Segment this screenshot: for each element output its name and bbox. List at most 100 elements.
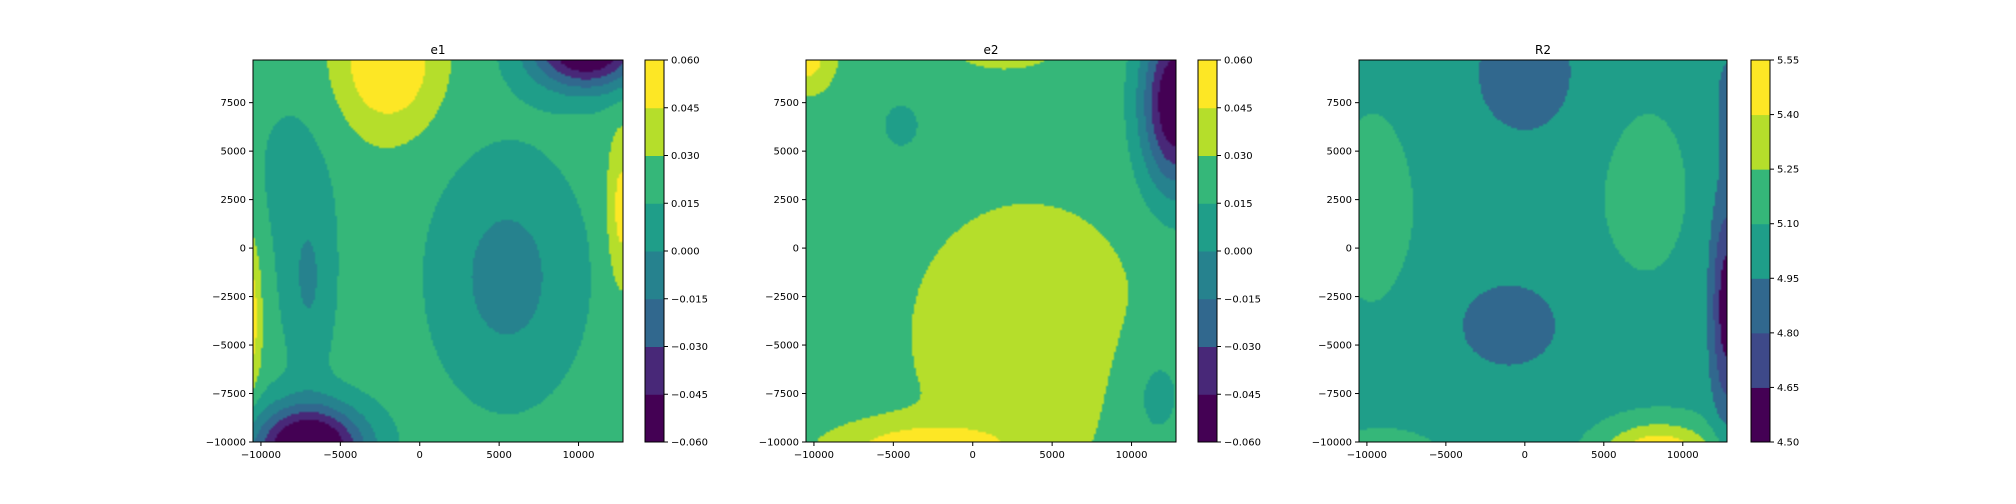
colorbar-frame	[1750, 59, 1771, 443]
colorbar-band	[1751, 60, 1770, 116]
colorbar-tick-label: 0.000	[1224, 247, 1253, 258]
y-tick-label: −7500	[765, 389, 799, 400]
colorbar-band	[1198, 251, 1217, 300]
colorbar-band	[1751, 387, 1770, 443]
x-tick-label: 0	[970, 450, 976, 461]
x-tick-label: 10000	[1667, 450, 1699, 461]
chart-title: e1	[430, 43, 445, 57]
colorbar-tick-label: 0.060	[1224, 56, 1253, 67]
x-tick-label: −10000	[241, 450, 281, 461]
y-tick-label: −10000	[759, 438, 799, 449]
contour-fill	[253, 60, 623, 442]
x-tick-label: 0	[417, 450, 423, 461]
colorbar-tick-label: 4.65	[1777, 383, 1799, 394]
colorbar-tick-label: 0.030	[1224, 151, 1253, 162]
axes-frame	[1358, 59, 1728, 443]
x-tick-label: −10000	[794, 450, 834, 461]
colorbar-band	[1751, 114, 1770, 170]
y-tick-label: −10000	[206, 438, 246, 449]
colorbar-tick-label: −0.060	[1224, 438, 1261, 449]
colorbar-tick-label: 0.045	[1224, 103, 1253, 114]
y-tick-label: 5000	[774, 147, 799, 158]
x-tick-label: 5000	[1039, 450, 1064, 461]
colorbar-tick-label: −0.045	[1224, 390, 1261, 401]
colorbar-tick-label: −0.030	[1224, 342, 1261, 353]
colorbar-band	[645, 155, 664, 204]
contour-fill	[1359, 60, 1727, 442]
y-tick-label: −7500	[1318, 389, 1352, 400]
chart-title: R2	[1535, 43, 1551, 57]
colorbar-band	[1198, 394, 1217, 443]
colorbar-band	[1751, 169, 1770, 225]
colorbar-tick-label: −0.045	[671, 390, 708, 401]
colorbar-tick-label: 0.045	[671, 103, 700, 114]
x-tick-label: −10000	[1347, 450, 1387, 461]
colorbar-tick-label: 0.060	[671, 56, 700, 67]
colorbar-band	[645, 298, 664, 347]
x-tick-label: 10000	[563, 450, 595, 461]
colorbar-band	[645, 346, 664, 395]
colorbar-band	[1751, 278, 1770, 334]
x-tick-label: −5000	[876, 450, 910, 461]
y-tick-label: 2500	[221, 195, 246, 206]
y-tick-label: 0	[793, 244, 799, 255]
colorbar-band	[1198, 298, 1217, 347]
colorbar-band	[1198, 203, 1217, 252]
y-tick-label: 2500	[1327, 195, 1352, 206]
y-tick-label: 7500	[221, 98, 246, 109]
colorbar-tick-label: −0.060	[671, 438, 708, 449]
y-tick-label: −10000	[1312, 438, 1352, 449]
chart-title: e2	[983, 43, 998, 57]
y-tick-label: −5000	[765, 341, 799, 352]
colorbar-band	[1751, 332, 1770, 388]
colorbar-band	[645, 60, 664, 109]
colorbar-band	[1751, 223, 1770, 279]
axes-frame	[805, 59, 1177, 443]
y-tick-label: 0	[240, 244, 246, 255]
colorbar-band	[1198, 60, 1217, 109]
panel-e2: e2 −10000 −5000 0 5000 10000 −10000 −7500 −5000 −…	[759, 43, 1261, 461]
y-tick-label: −2500	[212, 292, 246, 303]
colorbar-band	[645, 203, 664, 252]
x-tick-label: 10000	[1116, 450, 1148, 461]
colorbar: −0.060 −0.045 −0.030 −0.015 0.000 0.015 0.030 0…	[644, 56, 708, 449]
colorbar-band	[645, 251, 664, 300]
colorbar-tick-label: 0.000	[671, 247, 700, 258]
colorbar-tick-label: −0.030	[671, 342, 708, 353]
x-tick-label: 5000	[1591, 450, 1616, 461]
colorbar-tick-label: 4.80	[1777, 328, 1799, 339]
contour-fill	[806, 60, 1176, 442]
colorbar-tick-label: 5.55	[1777, 56, 1799, 67]
colorbar-tick-label: 4.95	[1777, 274, 1799, 285]
colorbar-tick-label: 0.015	[1224, 199, 1253, 210]
x-tick-label: −5000	[323, 450, 357, 461]
panel-e1: e1 −10000 −5000 0 5000 10000 −10000 −7500 −5000 −…	[206, 43, 708, 461]
y-tick-label: 5000	[1327, 147, 1352, 158]
colorbar-tick-label: 0.015	[671, 199, 700, 210]
panel-R2: R2 −10000 −5000 0 5000 10000 −10000 −7500 −5000 −…	[1312, 43, 1799, 461]
colorbar: 4.50 4.65 4.80 4.95 5.10 5.25 5.40 5.55	[1750, 56, 1799, 449]
colorbar-tick-label: 4.50	[1777, 438, 1799, 449]
y-tick-label: 5000	[221, 147, 246, 158]
y-tick-label: −2500	[765, 292, 799, 303]
colorbar-band	[645, 107, 664, 156]
y-tick-label: −2500	[1318, 292, 1352, 303]
y-tick-label: −5000	[1318, 341, 1352, 352]
y-tick-label: 7500	[774, 98, 799, 109]
y-tick-label: 2500	[774, 195, 799, 206]
colorbar-tick-label: 5.25	[1777, 165, 1799, 176]
x-tick-label: 0	[1522, 450, 1528, 461]
colorbar-tick-label: −0.015	[1224, 294, 1261, 305]
colorbar-band	[1198, 346, 1217, 395]
colorbar-tick-label: 0.030	[671, 151, 700, 162]
axes-frame	[252, 59, 624, 443]
x-tick-label: −5000	[1429, 450, 1463, 461]
colorbar-band	[1198, 107, 1217, 156]
colorbar-band	[1198, 155, 1217, 204]
colorbar-tick-label: 5.10	[1777, 219, 1799, 230]
colorbar: −0.060 −0.045 −0.030 −0.015 0.000 0.015 0.030 0…	[1197, 56, 1261, 449]
y-tick-label: 0	[1346, 244, 1352, 255]
colorbar-tick-label: 5.40	[1777, 110, 1799, 121]
y-tick-label: 7500	[1327, 98, 1352, 109]
